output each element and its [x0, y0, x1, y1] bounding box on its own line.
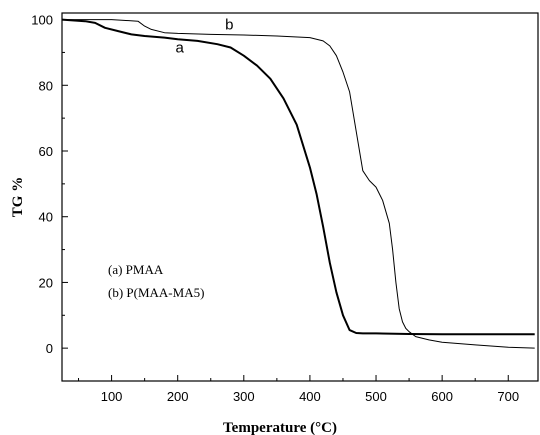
- y-tick-label: 100: [31, 13, 53, 28]
- y-tick-label: 20: [39, 275, 53, 290]
- y-axis-title: TG %: [10, 177, 26, 217]
- series-a-line: [61, 18, 535, 336]
- plot-frame: [61, 12, 539, 382]
- x-tick-label: 300: [233, 389, 255, 404]
- legend-entry-a: (a) PMAA: [108, 262, 164, 277]
- y-tick-label: 60: [39, 144, 53, 159]
- axes-layer: 100 200 300 400 500 600 700 0 20 40 60 80 100: [31, 12, 539, 404]
- x-axis-title: Temperature (°C): [223, 420, 337, 435]
- text-layer: TG % Temperature (°C) (a) PMAA (b) P(MAA…: [10, 16, 337, 435]
- x-tick-label: 100: [101, 389, 123, 404]
- y-tick-label: 0: [46, 341, 53, 356]
- x-tick-label: 200: [167, 389, 189, 404]
- curves-layer: [61, 18, 535, 349]
- x-tick-label: 400: [299, 389, 321, 404]
- x-tick-label: 600: [431, 389, 453, 404]
- y-tick-label: 80: [39, 78, 53, 93]
- curve-label-a: a: [176, 39, 185, 56]
- y-tick-label: 40: [39, 210, 53, 225]
- x-tick-label: 700: [497, 389, 519, 404]
- legend-entry-b: (b) P(MAA-MA5): [108, 285, 204, 300]
- series-b-line: [62, 19, 535, 349]
- curve-label-b: b: [225, 16, 233, 33]
- x-tick-label: 500: [365, 389, 387, 404]
